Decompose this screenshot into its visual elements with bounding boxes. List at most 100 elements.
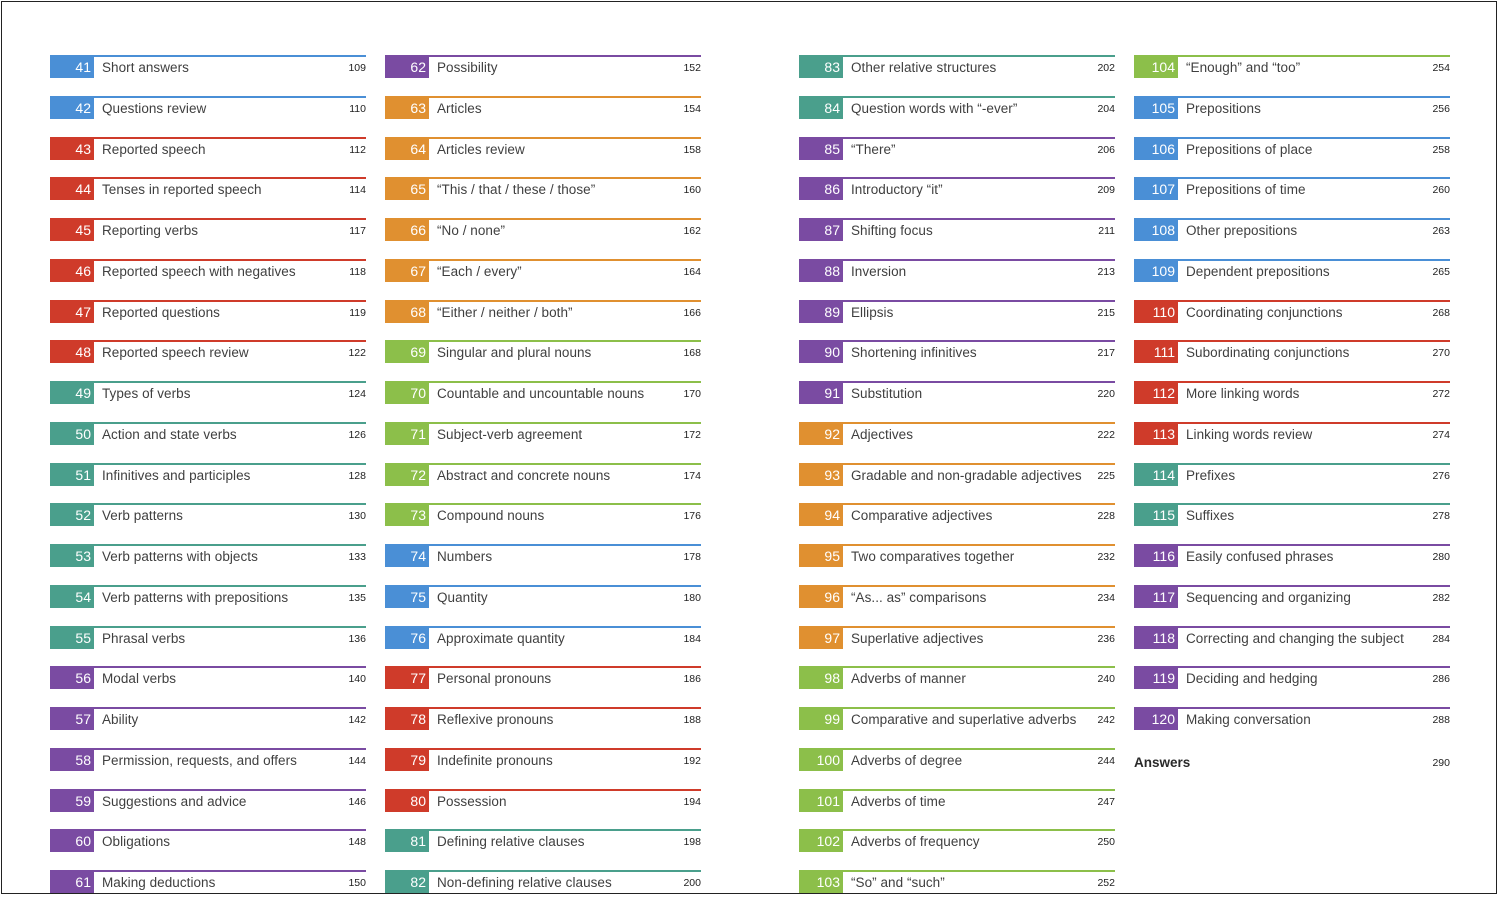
toc-entry[interactable]: 118 Correcting and changing the subject 28… [1134, 625, 1450, 650]
toc-entry[interactable]: 107 Prepositions of time 260 [1134, 177, 1450, 201]
toc-entry[interactable]: 58 Permission, requests, and offers 144 [50, 747, 366, 772]
toc-entry[interactable]: 66 “No / none” 162 [385, 218, 701, 242]
unit-title: “As... as” comparisons [851, 589, 987, 605]
toc-entry[interactable]: 51 Infinitives and participles 128 [50, 462, 366, 487]
toc-entry[interactable]: 72 Abstract and concrete nouns 174 [385, 462, 701, 487]
toc-entry[interactable]: 61 Making deductions 150 [50, 870, 366, 894]
toc-entry[interactable]: 63 Articles 154 [385, 95, 701, 120]
page-number: 278 [1432, 510, 1450, 523]
page-number: 168 [683, 347, 701, 360]
unit-title: Defining relative clauses [437, 834, 585, 850]
toc-entry[interactable]: 84 Question words with “-ever” 204 [799, 95, 1115, 120]
unit-title: Prepositions of place [1186, 141, 1313, 157]
toc-entry[interactable]: 108 Other prepositions 263 [1134, 218, 1450, 242]
toc-entry[interactable]: 112 More linking words 272 [1134, 381, 1450, 405]
toc-entry[interactable]: 47 Reported questions 119 [50, 299, 366, 324]
unit-title: Subordinating conjunctions [1186, 345, 1350, 361]
toc-entry[interactable]: 114 Prefixes 276 [1134, 462, 1450, 487]
toc-entry[interactable]: 87 Shifting focus 211 [799, 218, 1115, 242]
unit-number-badge: 109 [1134, 260, 1178, 282]
toc-entry[interactable]: 110 Coordinating conjunctions 268 [1134, 299, 1450, 324]
toc-entry[interactable]: 96 “As... as” comparisons 234 [799, 584, 1115, 609]
toc-entry[interactable]: 116 Easily confused phrases 280 [1134, 544, 1450, 568]
toc-entry[interactable]: 83 Other relative structures 202 [799, 55, 1115, 79]
toc-entry[interactable]: 94 Comparative adjectives 228 [799, 503, 1115, 527]
toc-entry[interactable]: 111 Subordinating conjunctions 270 [1134, 340, 1450, 364]
toc-entry[interactable]: 77 Personal pronouns 186 [385, 666, 701, 690]
unit-title: Other relative structures [851, 60, 997, 75]
toc-entry[interactable]: 101 Adverbs of time 247 [799, 788, 1115, 813]
toc-entry-answers[interactable]: Answers 290 [1134, 752, 1450, 774]
page-number: 188 [683, 714, 701, 726]
page-number: 211 [1098, 225, 1115, 237]
toc-entry[interactable]: 95 Two comparatives together 232 [799, 544, 1115, 568]
toc-entry[interactable]: 115 Suffixes 278 [1134, 503, 1450, 527]
toc-entry[interactable]: 46 Reported speech with negatives 118 [50, 258, 366, 283]
toc-entry[interactable]: 102 Adverbs of frequency 250 [799, 829, 1115, 853]
toc-entry[interactable]: 105 Prepositions 256 [1134, 95, 1450, 120]
toc-entry[interactable]: 71 Subject-verb agreement 172 [385, 421, 701, 446]
toc-entry[interactable]: 88 Inversion 213 [799, 258, 1115, 283]
toc-entry[interactable]: 93 Gradable and non-gradable adjectives 22… [799, 462, 1115, 487]
toc-entry[interactable]: 80 Possession 194 [385, 788, 701, 813]
toc-entry[interactable]: 106 Prepositions of place 258 [1134, 136, 1450, 161]
toc-entry[interactable]: 56 Modal verbs 140 [50, 666, 366, 690]
toc-entry[interactable]: 98 Adverbs of manner 240 [799, 666, 1115, 690]
toc-entry[interactable]: 97 Superlative adjectives 236 [799, 625, 1115, 650]
toc-entry[interactable]: 69 Singular and plural nouns 168 [385, 340, 701, 364]
unit-number-badge: 58 [50, 749, 94, 771]
toc-entry[interactable]: 53 Verb patterns with objects 133 [50, 544, 366, 568]
toc-entry[interactable]: 119 Deciding and hedging 286 [1134, 666, 1450, 690]
unit-title: Easily confused phrases [1186, 549, 1334, 564]
toc-entry[interactable]: 81 Defining relative clauses 198 [385, 829, 701, 853]
toc-entry[interactable]: 48 Reported speech review 122 [50, 340, 366, 364]
toc-entry[interactable]: 68 “Either / neither / both” 166 [385, 299, 701, 324]
unit-number-badge: 91 [799, 383, 843, 404]
toc-entry[interactable]: 78 Reflexive pronouns 188 [385, 707, 701, 731]
toc-entry[interactable]: 43 Reported speech 112 [50, 136, 366, 161]
toc-entry[interactable]: 52 Verb patterns 130 [50, 503, 366, 527]
unit-title: “Either / neither / both” [437, 304, 573, 320]
toc-entry[interactable]: 41 Short answers 109 [50, 55, 366, 79]
toc-entry[interactable]: 90 Shortening infinitives 217 [799, 340, 1115, 364]
toc-entry[interactable]: 91 Substitution 220 [799, 381, 1115, 405]
toc-entry[interactable]: 89 Ellipsis 215 [799, 299, 1115, 324]
toc-entry[interactable]: 109 Dependent prepositions 265 [1134, 258, 1450, 283]
toc-entry[interactable]: 65 “This / that / these / those” 160 [385, 177, 701, 201]
toc-entry[interactable]: 120 Making conversation 288 [1134, 707, 1450, 731]
toc-entry[interactable]: 57 Ability 142 [50, 707, 366, 731]
page-number: 244 [1097, 754, 1115, 767]
toc-entry[interactable]: 75 Quantity 180 [385, 584, 701, 609]
toc-entry[interactable]: 113 Linking words review 274 [1134, 421, 1450, 446]
toc-entry[interactable]: 85 “There” 206 [799, 136, 1115, 161]
toc-entry[interactable]: 54 Verb patterns with prepositions 135 [50, 584, 366, 609]
unit-title: Subject-verb agreement [437, 426, 583, 442]
toc-entry[interactable]: 76 Approximate quantity 184 [385, 625, 701, 650]
toc-entry[interactable]: 82 Non-defining relative clauses 200 [385, 870, 701, 894]
toc-entry[interactable]: 73 Compound nouns 176 [385, 503, 701, 527]
page-number: 202 [1097, 62, 1115, 74]
toc-entry[interactable]: 45 Reporting verbs 117 [50, 218, 366, 242]
toc-entry[interactable]: 67 “Each / every” 164 [385, 258, 701, 283]
toc-entry[interactable]: 86 Introductory “it” 209 [799, 177, 1115, 201]
toc-entry[interactable]: 59 Suggestions and advice 146 [50, 788, 366, 813]
toc-entry[interactable]: 64 Articles review 158 [385, 136, 701, 161]
unit-title: Possession [437, 793, 507, 809]
toc-entry[interactable]: 55 Phrasal verbs 136 [50, 625, 366, 650]
toc-entry[interactable]: 74 Numbers 178 [385, 544, 701, 568]
toc-entry[interactable]: 99 Comparative and superlative adverbs 242 [799, 707, 1115, 731]
toc-entry[interactable]: 103 “So” and “such” 252 [799, 870, 1115, 894]
toc-entry[interactable]: 70 Countable and uncountable nouns 170 [385, 381, 701, 405]
toc-entry[interactable]: 62 Possibility 152 [385, 55, 701, 79]
toc-entry[interactable]: 42 Questions review 110 [50, 95, 366, 120]
toc-entry[interactable]: 117 Sequencing and organizing 282 [1134, 584, 1450, 609]
toc-entry[interactable]: 50 Action and state verbs 126 [50, 421, 366, 446]
toc-entry[interactable]: 44 Tenses in reported speech 114 [50, 177, 366, 201]
toc-entry[interactable]: 100 Adverbs of degree 244 [799, 747, 1115, 772]
toc-entry[interactable]: 49 Types of verbs 124 [50, 381, 366, 405]
toc-entry[interactable]: 79 Indefinite pronouns 192 [385, 747, 701, 772]
toc-entry[interactable]: 60 Obligations 148 [50, 829, 366, 853]
toc-entry[interactable]: 104 “Enough” and “too” 254 [1134, 55, 1450, 79]
toc-entry[interactable]: 92 Adjectives 222 [799, 421, 1115, 446]
page-number: 252 [1097, 877, 1115, 889]
